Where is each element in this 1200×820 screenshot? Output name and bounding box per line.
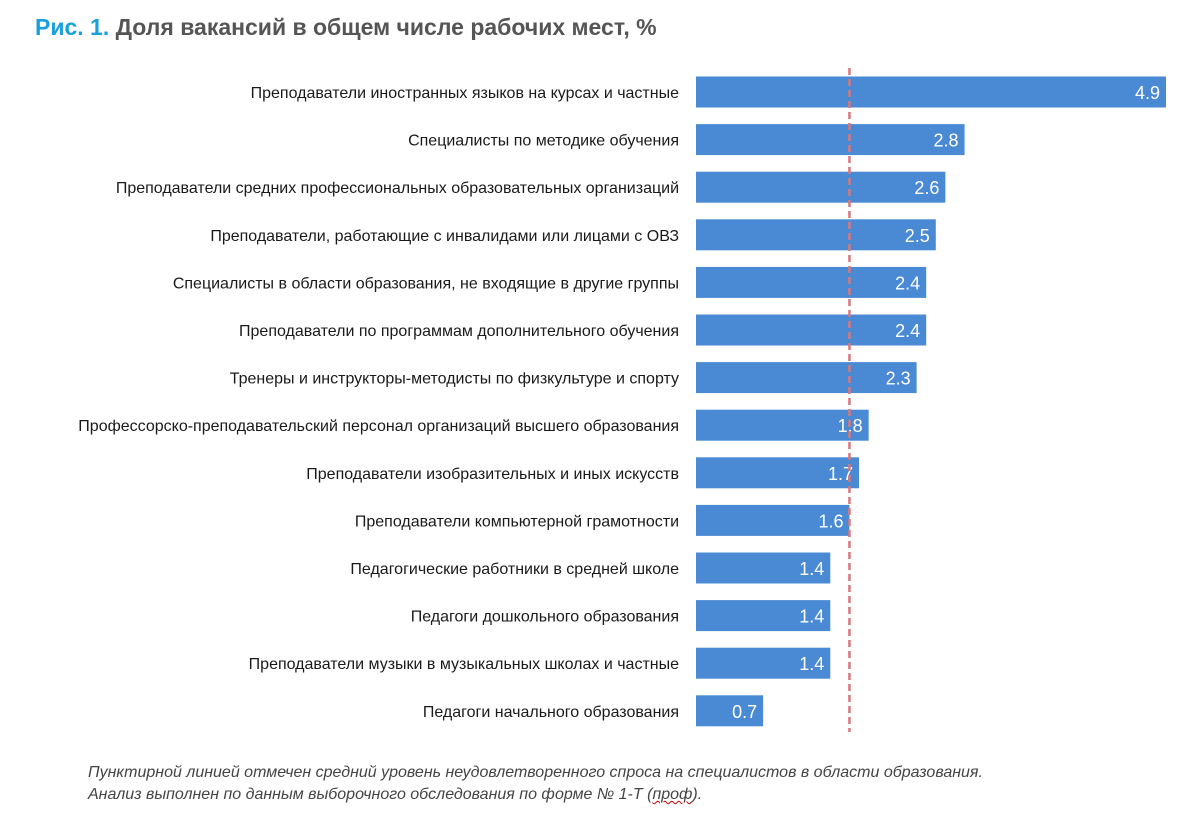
bar (696, 409, 869, 441)
category-label: Специалисты в области образования, не вх… (173, 275, 679, 292)
value-label: 2.6 (914, 178, 939, 198)
category-label: Специалисты по методике обучения (408, 133, 679, 150)
bar (696, 647, 831, 679)
bar-chart: Преподаватели иностранных языков на курс… (78, 68, 1166, 732)
footnote-line-1: Пунктирной линией отмечен средний уровен… (88, 764, 983, 781)
category-label: Тренеры и инструкторы-методисты по физку… (230, 371, 679, 388)
value-label: 2.4 (895, 321, 920, 341)
category-label: Преподаватели по программам дополнительн… (239, 323, 679, 340)
chart-title-text: Доля вакансий в общем числе рабочих мест… (115, 14, 657, 40)
value-label: 1.4 (799, 654, 824, 674)
value-label: 1.7 (828, 464, 853, 484)
value-label: 1.6 (818, 511, 843, 531)
category-label: Педагоги дошкольного образования (411, 609, 679, 626)
category-label: Преподаватели музыки в музыкальных школа… (249, 656, 679, 673)
value-label: 1.4 (799, 559, 824, 579)
bar (696, 266, 927, 298)
footnote: Пунктирной линией отмечен средний уровен… (88, 762, 983, 806)
footnote-line-2: Анализ выполнен по данным выборочного об… (88, 784, 983, 806)
bar (696, 314, 927, 346)
category-label: Преподаватели изобразительных и иных иск… (306, 466, 679, 483)
bar (696, 600, 831, 632)
value-label: 2.5 (905, 226, 930, 246)
value-label: 2.3 (886, 369, 911, 389)
category-label: Преподаватели иностранных языков на курс… (251, 85, 679, 102)
value-label: 2.8 (934, 131, 959, 151)
footnote-line-2-end: ). (692, 786, 703, 803)
bar (696, 362, 917, 394)
bar (696, 552, 831, 584)
value-label: 1.4 (799, 607, 824, 627)
bar (696, 457, 860, 489)
bar (696, 171, 946, 203)
footnote-spellcheck-word: проф (652, 786, 693, 803)
chart-title: Рис. 1. Доля вакансий в общем числе рабо… (35, 14, 657, 41)
bar (696, 124, 965, 156)
value-label: 4.9 (1135, 83, 1160, 103)
category-label: Преподаватели, работающие с инвалидами и… (210, 228, 679, 245)
value-label: 0.7 (732, 702, 757, 722)
bar (696, 504, 850, 536)
value-label: 2.4 (895, 273, 920, 293)
category-label: Педагоги начального образования (423, 704, 679, 721)
category-label: Педагогические работники в средней школе (350, 561, 679, 578)
bar (696, 695, 764, 727)
category-label: Профессорско-преподавательский персонал … (78, 418, 679, 435)
bar (696, 76, 1166, 108)
bar (696, 219, 936, 251)
figure-number: Рис. 1. (35, 14, 110, 40)
footnote-line-2-text: Анализ выполнен по данным выборочного об… (88, 786, 653, 803)
category-label: Преподаватели средних профессиональных о… (116, 180, 679, 197)
category-label: Преподаватели компьютерной грамотности (355, 513, 679, 530)
